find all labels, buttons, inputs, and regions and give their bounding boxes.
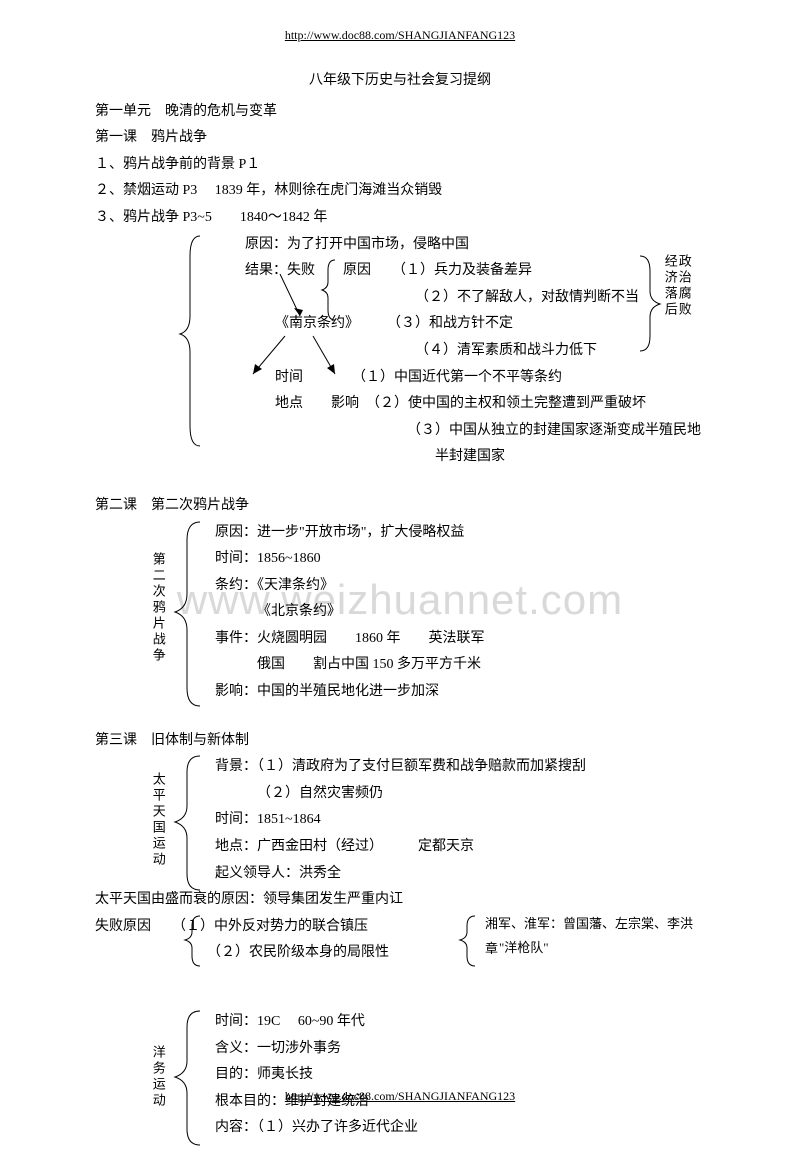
l1-r4: （４）清军素质和战斗力低下 (95, 338, 705, 365)
lesson3-heading: 第三课 旧体制与新体制 (95, 728, 705, 755)
l2-event2: 俄国 割占中国 150 多万平方千米 (95, 652, 705, 679)
yangwu-label: 洋务运动 (145, 1045, 170, 1109)
l3-decline: 太平天国由盛而衰的原因：领导集团发生严重内讧 (95, 887, 705, 914)
l1-i3: （３）中国从独立的封建国家逐渐变成半殖民地 (95, 418, 705, 445)
lesson1-p2: ２、禁烟运动 P3 1839 年，林则徐在虎门海滩当众销毁 (95, 178, 705, 205)
l2-time: 时间：1856~1860 (95, 546, 705, 573)
l3-leader: 起义领导人：洪秀全 (95, 861, 705, 888)
l3-side2: "洋枪队" (499, 936, 549, 961)
lesson3-fail: 失败原因 （１）中外反对势力的联合镇压 （２）农民阶级本身的局限性 湘军、淮军：… (95, 914, 705, 967)
l1-time: 时间 （１）中国近代第一个不平等条约 (95, 365, 705, 392)
l2-cause: 原因：进一步"开放市场"，扩大侵略权益 (95, 520, 705, 547)
l3-time: 时间：1851~1864 (95, 807, 705, 834)
lesson1-diagram: 政治腐败 经济落后 原因：为了打开中国市场，侵略中国 结果：失败 原因 （１）兵… (95, 232, 705, 471)
lesson2-heading: 第二课 第二次鸦片战争 (95, 493, 705, 520)
lesson2-label: 第二次鸦片战争 (145, 552, 170, 664)
page-title: 八年级下历史与社会复习提纲 (95, 68, 705, 95)
lesson1-p3: ３、鸦片战争 P3~5 1840～1842 年 (95, 205, 705, 232)
lesson2-block: 第二次鸦片战争 原因：进一步"开放市场"，扩大侵略权益 时间：1856~1860… (95, 520, 705, 706)
lesson1-heading: 第一课 鸦片战争 (95, 125, 705, 152)
l1-r2: （２）不了解敌人，对敌情判断不当 (95, 285, 705, 312)
l3-bg1: 背景：（１）清政府为了支付巨额军费和战争赔款而加紧搜刮 (95, 754, 705, 781)
l1-result: 结果：失败 原因 （１）兵力及装备差异 (95, 258, 705, 285)
l2-event1: 事件：火烧圆明园 1860 年 英法联军 (95, 626, 705, 653)
lesson3-label: 太平天国运动 (145, 772, 170, 868)
yangwu-block: 洋务运动 时间：19C 60~90 年代 含义：一切涉外事务 目的：师夷长技 根… (95, 1009, 705, 1142)
yw-purpose: 目的：师夷长技 (95, 1062, 705, 1089)
yw-content: 内容：（１）兴办了许多近代企业 (95, 1115, 705, 1142)
yw-meaning: 含义：一切涉外事务 (95, 1036, 705, 1063)
side-label-b: 经济落后 (657, 254, 682, 318)
l1-place: 地点 影响 （２）使中国的主权和领土完整遭到严重破坏 (95, 391, 705, 418)
l3-place: 地点：广西金田村（经过） 定都天京 (95, 834, 705, 861)
l3-bg2: （２）自然灾害频仍 (95, 781, 705, 808)
header-url: http://www.doc88.com/SHANGJIANFANG123 (0, 24, 800, 47)
l2-impact: 影响：中国的半殖民地化进一步加深 (95, 679, 705, 706)
l2-treaty: 条约：《天津条约》 (95, 573, 705, 600)
unit1-heading: 第一单元 晚清的危机与变革 (95, 99, 705, 126)
lesson1-p1: １、鸦片战争前的背景 P１ (95, 152, 705, 179)
l2-treaty2: 《北京条约》 (95, 599, 705, 626)
yw-root: 根本目的：维护封建统治 (95, 1089, 705, 1116)
l1-i4: 半封建国家 (95, 444, 705, 471)
lesson3-block: 太平天国运动 背景：（１）清政府为了支付巨额军费和战争赔款而加紧搜刮 （２）自然… (95, 754, 705, 887)
l1-treaty: 《南京条约》 （３）和战方针不定 (95, 311, 705, 338)
document-content: 八年级下历史与社会复习提纲 第一单元 晚清的危机与变革 第一课 鸦片战争 １、鸦… (95, 68, 705, 1142)
l1-cause: 原因：为了打开中国市场，侵略中国 (95, 232, 705, 259)
yw-time: 时间：19C 60~90 年代 (95, 1009, 705, 1036)
